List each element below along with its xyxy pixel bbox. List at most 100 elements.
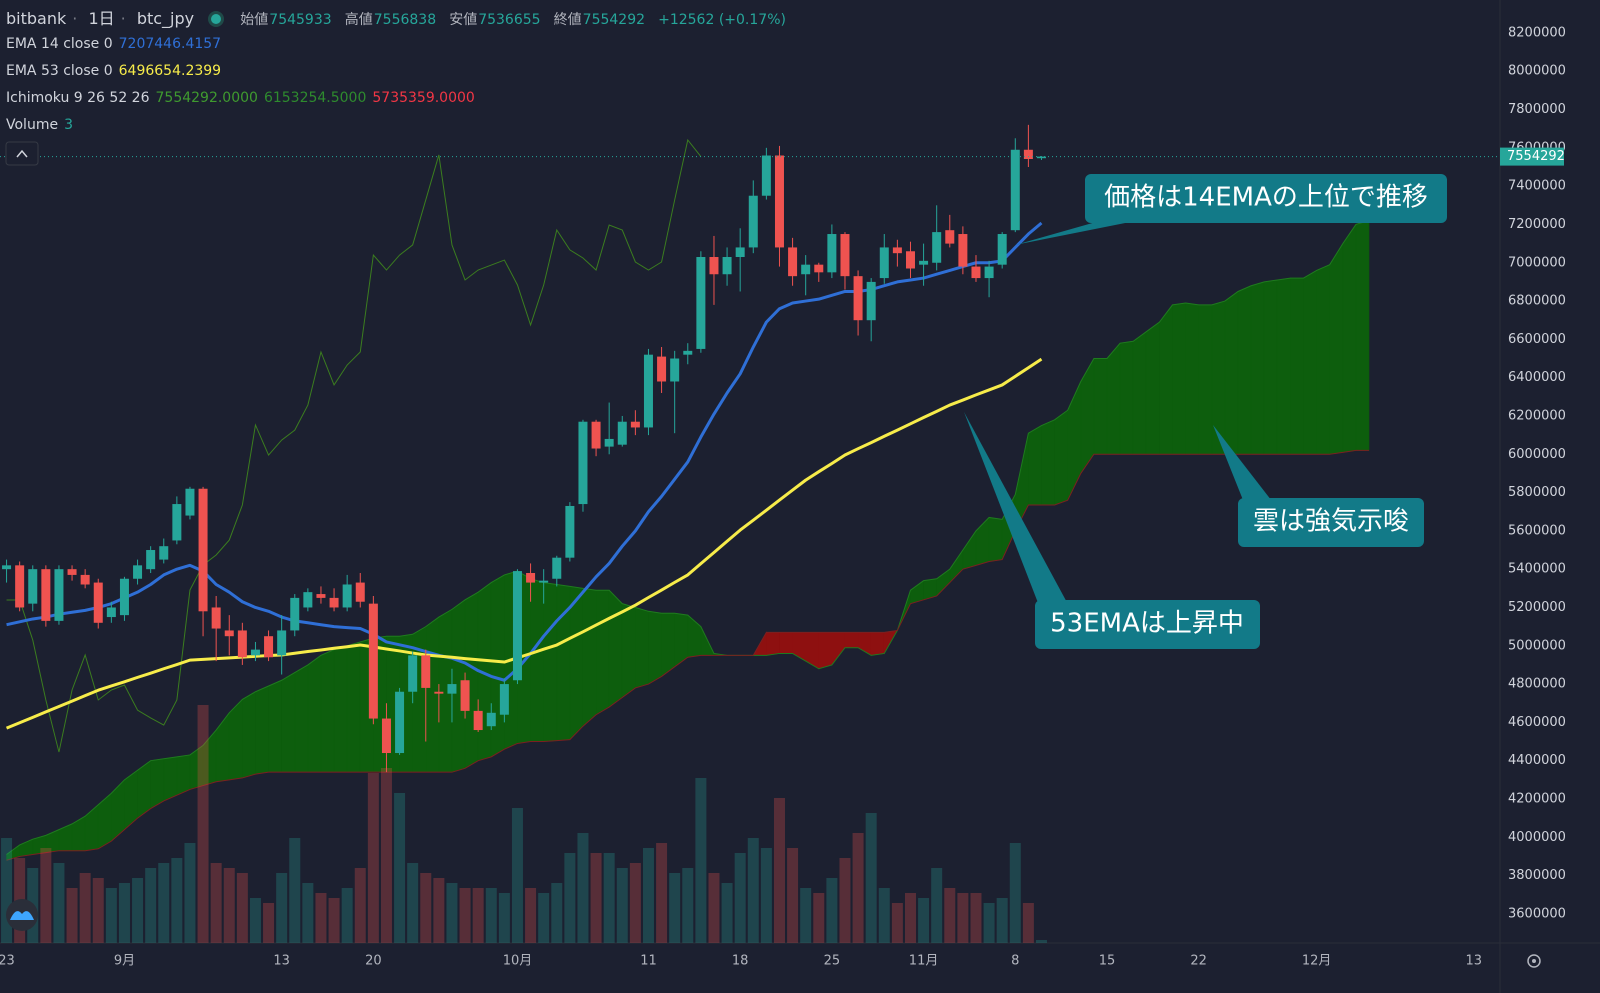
- cloud-segment: [766, 632, 780, 656]
- cloud-segment: [1276, 277, 1291, 455]
- span-a-line: [6, 220, 1370, 855]
- low-value: 7536655: [478, 12, 541, 28]
- ema-line: [5, 357, 1043, 730]
- cloud-segment: [1132, 331, 1147, 455]
- candle-body: [28, 569, 38, 604]
- logo[interactable]: [6, 899, 38, 931]
- x-tick-label: 13: [273, 954, 290, 969]
- y-tick-label: 5600000: [1508, 523, 1566, 538]
- volume-bar: [394, 793, 406, 943]
- volume-bar: [249, 898, 261, 943]
- span-b-line: [6, 449, 1369, 861]
- indicator-value: 5735359.0000: [372, 90, 475, 106]
- callout-pointer: [1015, 218, 1150, 245]
- cloud-segment: [320, 649, 335, 773]
- candle-body: [41, 569, 51, 621]
- cloud-segment: [1237, 285, 1252, 455]
- candle-body: [264, 636, 274, 658]
- callout-box: [1085, 174, 1447, 223]
- volume-bar: [616, 868, 628, 943]
- volume-bar: [577, 833, 589, 943]
- candle-body: [643, 354, 653, 428]
- volume-bar: [236, 873, 248, 943]
- volume-bar: [564, 853, 576, 943]
- interval: 1日: [88, 9, 115, 28]
- candle-body: [1010, 149, 1020, 231]
- volume-bar: [931, 868, 943, 943]
- cloud-segment: [1185, 302, 1199, 455]
- candle-body: [984, 266, 994, 279]
- settings-icon[interactable]: [1527, 954, 1541, 968]
- volume-bar: [1022, 903, 1034, 943]
- ichimoku-legend: Ichimoku 9 26 52 26 7554292.0000 6153254.5…: [6, 90, 481, 106]
- candle-body: [958, 234, 968, 267]
- x-tick-label: 11: [640, 954, 657, 969]
- volume-bar: [315, 893, 327, 943]
- candle-body: [748, 195, 758, 248]
- volume-bar: [446, 883, 458, 943]
- y-tick-label: 6600000: [1508, 332, 1566, 347]
- candle-body: [15, 565, 25, 608]
- last-price-label: 7554292: [1507, 149, 1565, 164]
- y-tick-label: 4600000: [1508, 715, 1566, 730]
- volume-bar: [79, 873, 91, 943]
- volume-bar: [525, 888, 537, 943]
- ema53-legend: EMA 53 close 0 6496654.2399: [6, 63, 227, 79]
- volume-bar: [957, 893, 969, 943]
- candle-body: [198, 488, 208, 612]
- axes: 3600000 3800000 4000000 4200000 4400000 46000…: [0, 25, 1566, 968]
- volume-bar: [289, 838, 301, 943]
- volume-bar: [642, 848, 654, 943]
- candle-body: [185, 488, 195, 516]
- cloud-segment: [255, 685, 269, 775]
- cloud-segment: [242, 691, 256, 779]
- volume-bar: [263, 903, 275, 943]
- candle-body: [526, 573, 536, 583]
- status-dot: [211, 14, 222, 24]
- candle-body: [80, 574, 90, 585]
- candle-body: [670, 358, 680, 382]
- y-tick-label: 8000000: [1508, 64, 1566, 79]
- volume-bar: [92, 878, 104, 943]
- volume-bar: [485, 888, 497, 943]
- cloud-segment: [1054, 409, 1068, 506]
- cloud-segment: [1224, 290, 1239, 455]
- volume-bar: [695, 778, 707, 943]
- candle-body: [499, 684, 509, 715]
- cloud-segment: [818, 632, 833, 670]
- volume-bar: [983, 903, 995, 943]
- symbol-header: bitbank · 1日 · btc_jpy 始値7545933 高値7556838…: [6, 9, 786, 28]
- candle-body: [460, 680, 470, 711]
- lagging-span: [6, 138, 702, 753]
- y-tick-label: 8200000: [1508, 25, 1566, 40]
- cloud-segment: [294, 664, 309, 773]
- change: +12562 (+0.17%): [658, 12, 786, 28]
- volume-bar: [878, 888, 890, 943]
- low-label: 安値: [449, 12, 478, 28]
- volume-bar: [826, 878, 838, 943]
- x-tick-label: 9月: [114, 954, 135, 969]
- volume-bar: [367, 773, 379, 943]
- candle-body: [840, 234, 850, 277]
- candle-body: [277, 630, 287, 656]
- callout-pointer: [964, 412, 1070, 608]
- candle-body: [892, 247, 902, 254]
- cloud-segment: [333, 645, 348, 773]
- open-label: 始値: [240, 12, 269, 28]
- annotation: 雲は強気示唆: [1253, 507, 1409, 537]
- x-tick-label: 10月: [503, 954, 533, 969]
- collapse-button[interactable]: [5, 141, 39, 166]
- high-value: 7556838: [373, 12, 437, 28]
- volume-bar: [839, 858, 851, 943]
- cloud-segment: [490, 574, 505, 758]
- cloud-segment: [648, 610, 662, 685]
- candle-body: [211, 607, 221, 629]
- cloud-segment: [1159, 303, 1173, 455]
- candle-body: [159, 546, 169, 560]
- indicator-name: EMA 14 close 0: [6, 36, 113, 52]
- cloud-segment: [1198, 304, 1213, 455]
- volume-bar: [53, 863, 65, 943]
- candle-body: [2, 565, 12, 570]
- candle-body: [866, 281, 876, 321]
